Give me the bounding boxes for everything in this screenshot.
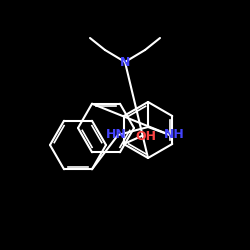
Text: NH: NH xyxy=(164,128,184,141)
Text: OH: OH xyxy=(135,130,156,142)
Text: HN: HN xyxy=(106,128,126,141)
Text: N: N xyxy=(120,56,130,68)
